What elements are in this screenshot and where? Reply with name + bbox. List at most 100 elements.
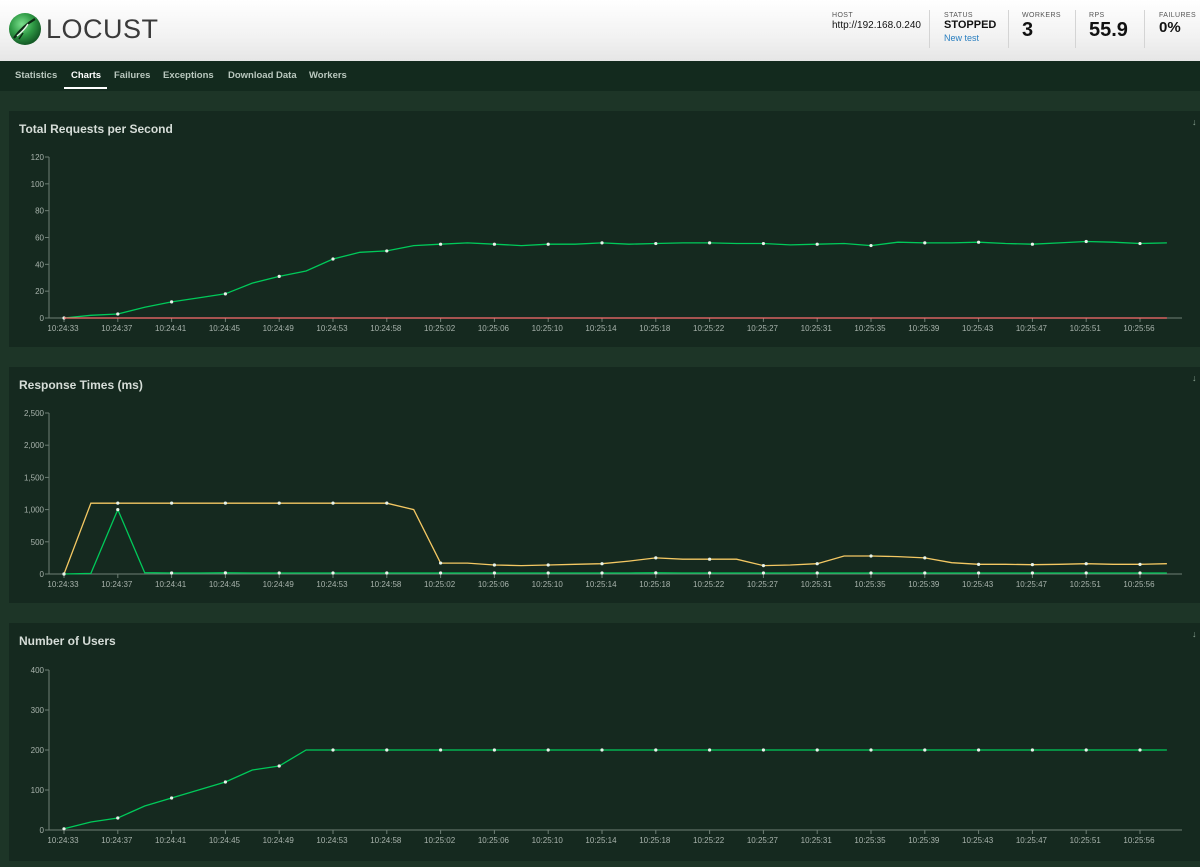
x-tick-label: 10:24:37	[101, 836, 133, 845]
x-tick-label: 10:24:41	[155, 580, 187, 589]
x-tick-label: 10:24:45	[209, 836, 241, 845]
data-point	[439, 748, 443, 752]
data-point	[170, 571, 174, 575]
x-tick-label: 10:25:06	[478, 580, 510, 589]
rps-value: 55.9	[1089, 19, 1128, 41]
locust-logo[interactable]: LOCUST	[8, 11, 159, 47]
data-point	[492, 748, 496, 752]
x-tick-label: 10:24:33	[47, 324, 79, 333]
divider	[929, 10, 930, 48]
series-line	[63, 749, 1167, 830]
y-tick-label: 2,500	[24, 409, 45, 418]
logo-text: LOCUST	[46, 13, 159, 44]
y-tick-label: 200	[31, 746, 45, 755]
data-point	[1084, 748, 1088, 752]
data-point	[600, 562, 604, 566]
x-tick-label: 10:25:39	[908, 836, 940, 845]
y-tick-label: 100	[31, 180, 45, 189]
x-tick-label: 10:24:53	[316, 580, 348, 589]
data-point	[977, 562, 981, 566]
x-tick-label: 10:25:18	[639, 836, 671, 845]
chart-title: Number of Users	[19, 634, 116, 648]
data-point	[385, 748, 389, 752]
y-tick-label: 0	[40, 570, 45, 579]
data-point	[977, 571, 981, 575]
data-point	[869, 748, 873, 752]
tab-workers[interactable]: Workers	[309, 70, 347, 81]
y-tick-label: 2,000	[24, 441, 45, 450]
y-tick-label: 500	[31, 538, 45, 547]
x-tick-label: 10:25:35	[854, 580, 886, 589]
x-tick-label: 10:24:58	[370, 324, 402, 333]
x-tick-label: 10:24:58	[370, 580, 402, 589]
data-point	[1030, 748, 1034, 752]
x-tick-label: 10:25:51	[1070, 836, 1102, 845]
y-tick-label: 20	[35, 287, 44, 296]
data-point	[277, 274, 281, 279]
data-point	[1030, 563, 1034, 567]
data-point	[1138, 241, 1142, 246]
data-point	[600, 748, 604, 752]
data-point	[600, 241, 604, 245]
data-point	[761, 571, 766, 575]
data-point	[546, 242, 550, 246]
data-point	[170, 796, 174, 800]
data-point	[331, 501, 335, 505]
y-tick-label: 0	[40, 826, 45, 835]
data-point	[708, 557, 712, 561]
users-chart-panel: Number of Users ↓ 0 100 200 300 400 10:24:33 1…	[9, 623, 1200, 861]
tab-failures[interactable]: Failures	[114, 70, 151, 81]
data-point	[923, 571, 927, 575]
data-point	[385, 571, 389, 575]
data-point	[761, 564, 766, 568]
data-point	[385, 249, 389, 253]
data-point	[869, 554, 873, 558]
host-stat: HOST http://192.168.0.240	[832, 12, 921, 31]
data-point	[223, 780, 227, 784]
failures-value: 0%	[1159, 19, 1181, 36]
x-tick-label: 10:25:47	[1016, 836, 1048, 845]
x-tick-label: 10:24:45	[209, 324, 241, 333]
save-image-icon[interactable]: ↓	[1192, 373, 1197, 383]
x-tick-label: 10:25:43	[962, 324, 994, 333]
x-tick-label: 10:25:31	[801, 836, 833, 845]
x-tick-label: 10:25:18	[639, 324, 671, 333]
data-point	[1030, 242, 1034, 246]
data-point	[761, 241, 766, 246]
data-point	[439, 561, 443, 565]
data-point	[654, 241, 658, 246]
x-tick-label: 10:24:49	[263, 580, 295, 589]
x-tick-label: 10:25:31	[801, 580, 833, 589]
data-point	[331, 571, 335, 575]
x-tick-label: 10:25:39	[908, 580, 940, 589]
new-test-link[interactable]: New test	[944, 33, 980, 43]
status-stat: STATUS STOPPED New test	[944, 12, 996, 43]
save-image-icon[interactable]: ↓	[1192, 117, 1197, 127]
tab-charts[interactable]: Charts	[71, 70, 102, 81]
x-tick-label: 10:25:22	[693, 580, 725, 589]
tab-download-data[interactable]: Download Data	[228, 70, 297, 81]
workers-stat: WORKERS 3	[1022, 12, 1061, 42]
divider	[1075, 10, 1076, 48]
tab-statistics[interactable]: Statistics	[15, 70, 58, 81]
data-point	[923, 556, 927, 560]
data-point	[439, 571, 443, 575]
x-tick-label: 10:24:41	[155, 324, 187, 333]
data-point	[492, 563, 496, 567]
data-point	[546, 748, 550, 752]
tab-exceptions[interactable]: Exceptions	[163, 70, 214, 81]
data-point	[331, 748, 335, 752]
x-tick-label: 10:25:14	[585, 580, 617, 589]
data-point	[654, 556, 658, 560]
rps-stat: RPS 55.9	[1089, 12, 1128, 42]
failures-label: FAILURES	[1159, 12, 1197, 19]
x-tick-label: 10:25:27	[747, 836, 779, 845]
data-point	[1084, 239, 1088, 244]
active-tab-indicator	[64, 87, 107, 89]
data-point	[815, 242, 819, 246]
y-tick-label: 1,500	[24, 473, 45, 482]
data-point	[600, 571, 604, 575]
data-point	[116, 508, 120, 512]
data-point	[654, 748, 658, 752]
save-image-icon[interactable]: ↓	[1192, 629, 1197, 639]
